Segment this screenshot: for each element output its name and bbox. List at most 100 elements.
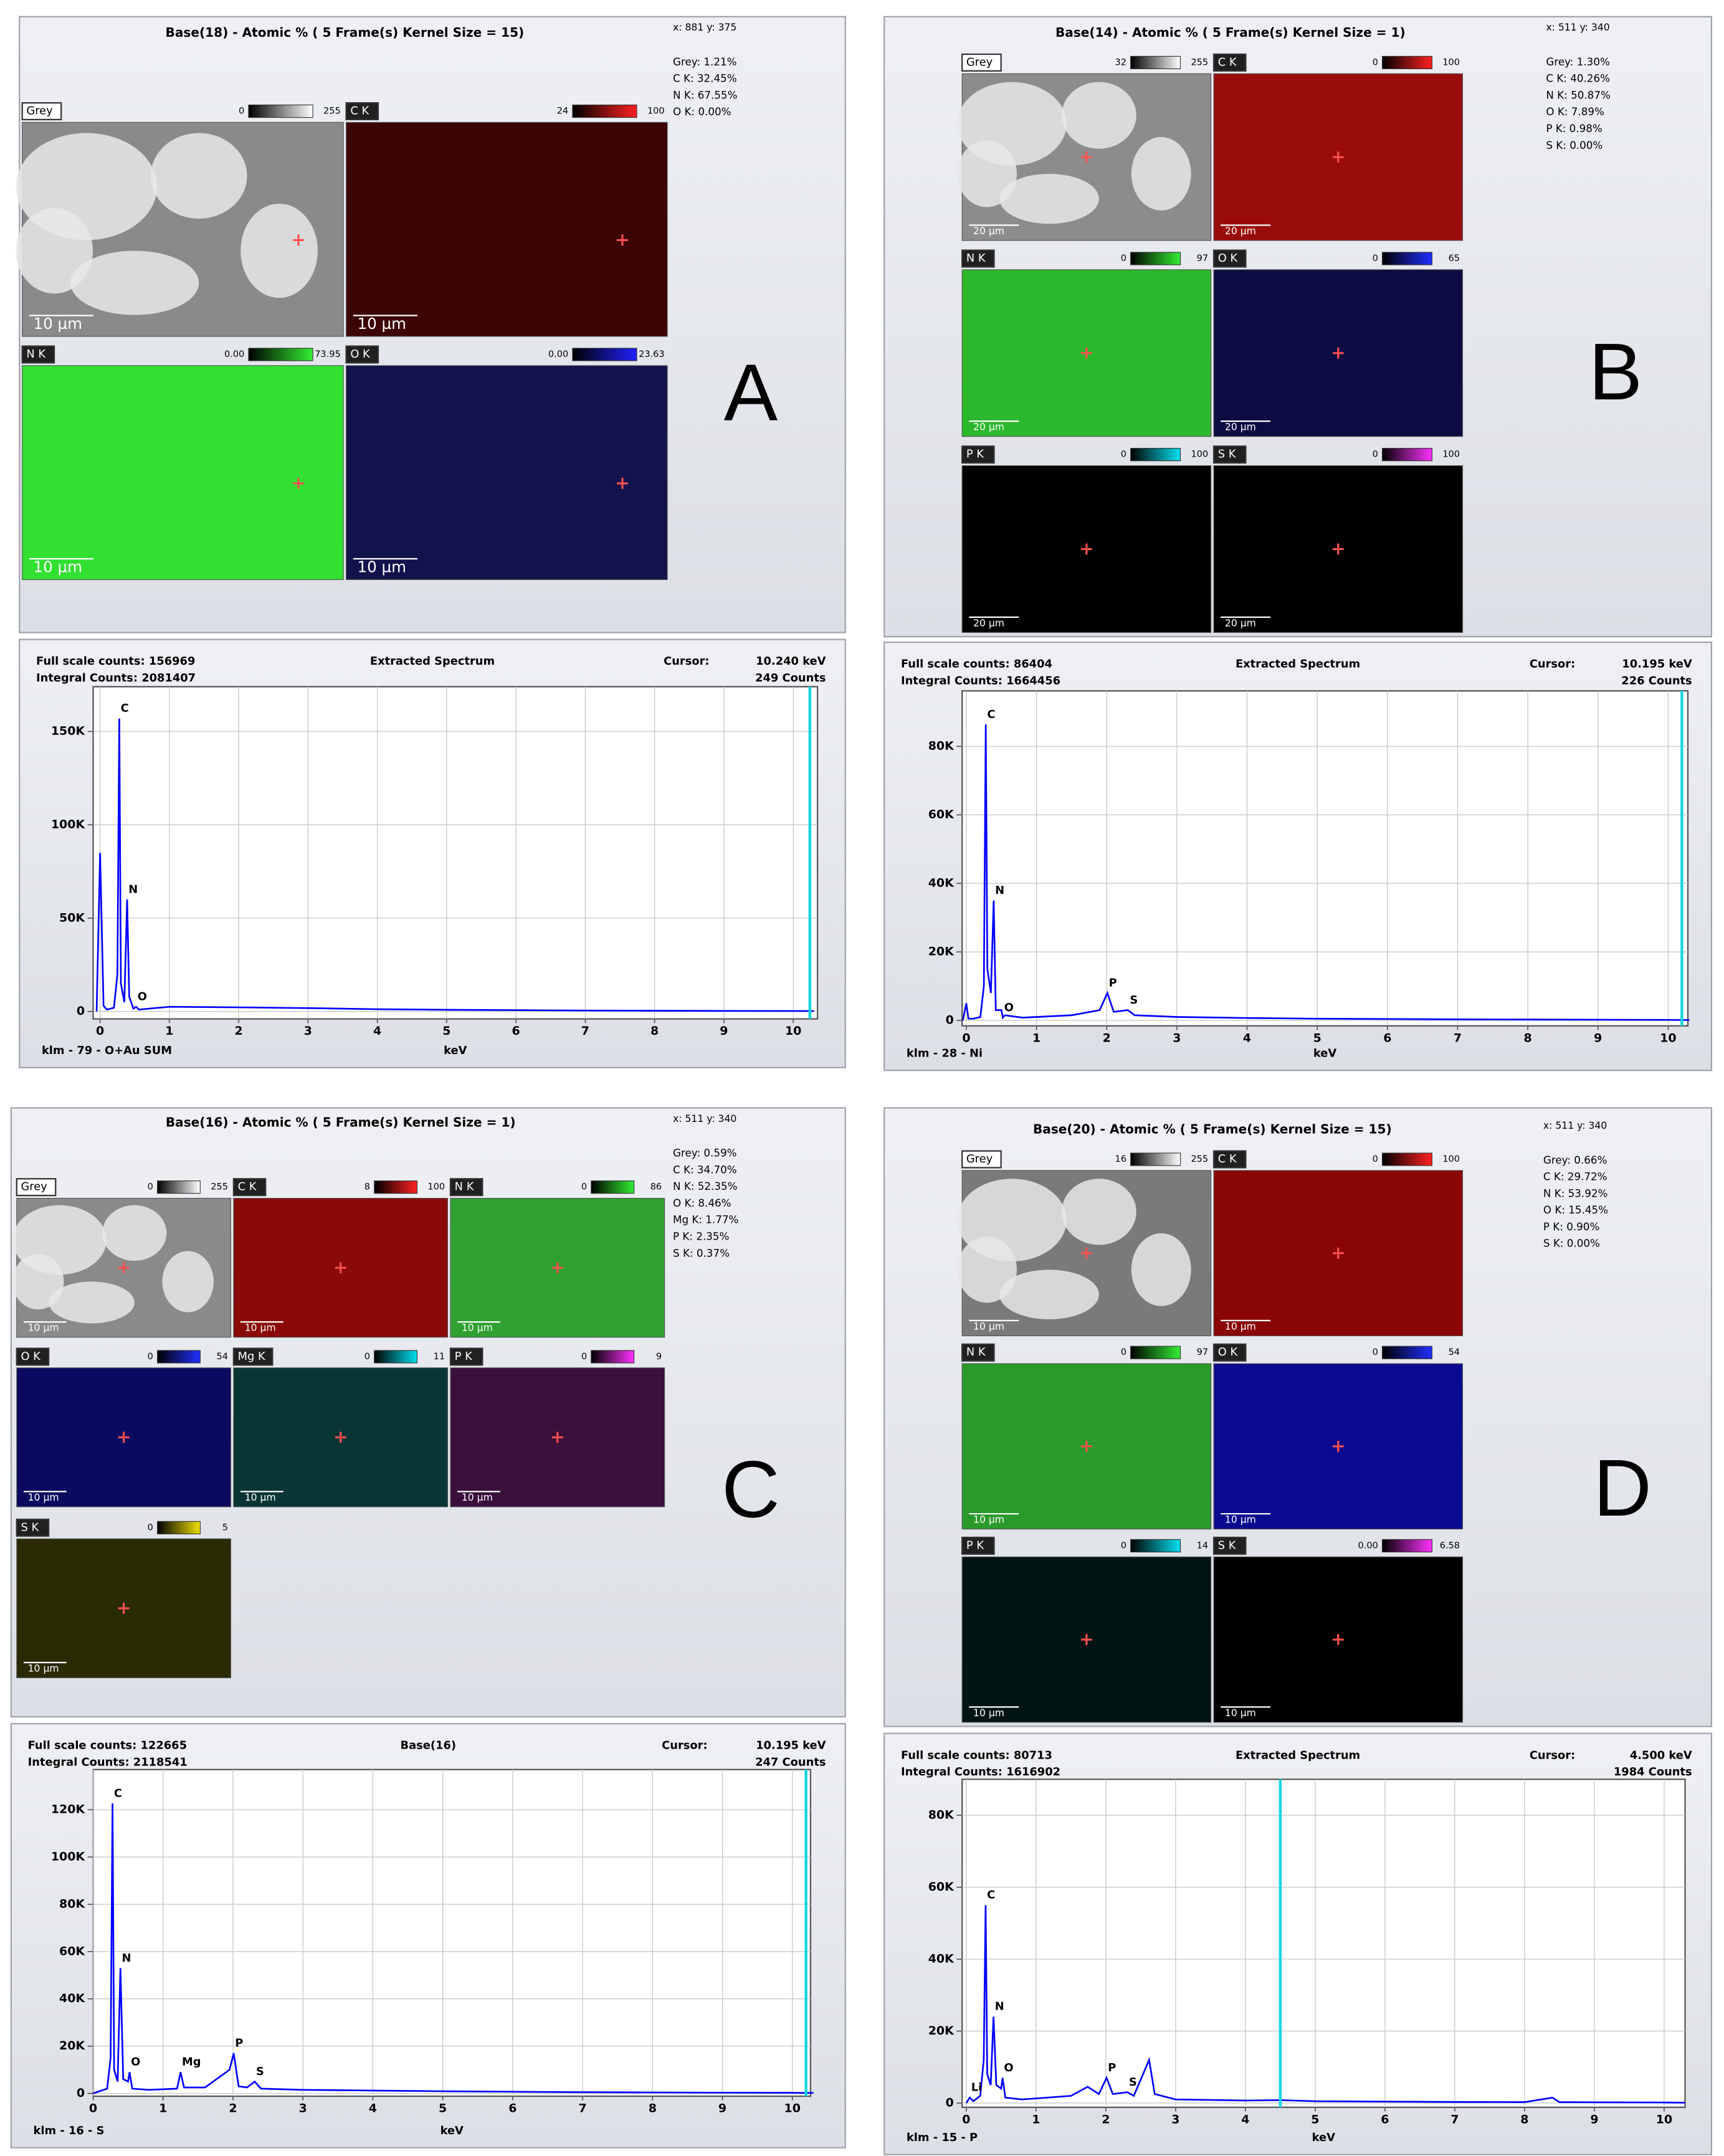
- color-bar: [572, 348, 637, 361]
- map-image: [22, 365, 344, 581]
- scale-label: 10 µm: [28, 1492, 59, 1503]
- x-tick-label: 5: [1313, 1031, 1322, 1045]
- tile-label-box: [449, 1178, 483, 1197]
- scale-label: 10 µm: [357, 558, 406, 576]
- map-title: Base(20) - Atomic % ( 5 Frame(s) Kernel …: [1033, 1122, 1392, 1137]
- bar-min: 0: [581, 1352, 587, 1362]
- x-tick-label: 7: [1450, 2112, 1459, 2126]
- peak-label: N: [128, 883, 138, 896]
- stat-line: Grey: 1.30%: [1546, 55, 1609, 68]
- color-bar: [591, 1180, 635, 1194]
- peak-label: Li: [971, 2081, 983, 2094]
- grain: [957, 140, 1017, 207]
- map-image: [1213, 1556, 1464, 1723]
- bar-max: 100: [427, 1182, 445, 1192]
- scale-label: 10 µm: [357, 315, 406, 333]
- tile-label-box: [232, 1347, 274, 1366]
- spectrum-title: Base(16): [401, 1739, 457, 1752]
- tile-label: C K: [350, 105, 369, 118]
- stat-line: S K: 0.37%: [673, 1247, 730, 1259]
- spectrum-source: klm - 16 - S: [34, 2124, 105, 2137]
- x-tick-label: 8: [650, 1024, 659, 1038]
- stat-line: N K: 52.35%: [673, 1180, 737, 1192]
- color-bar: [1130, 252, 1181, 265]
- x-tick-label: 5: [439, 2102, 447, 2116]
- cursor-label: Cursor:: [1530, 658, 1575, 671]
- tile-label: S K: [21, 1521, 39, 1534]
- x-tick-label: 6: [1383, 1031, 1391, 1045]
- scale-label: 10 µm: [973, 1514, 1004, 1526]
- panel-letter: C: [722, 1445, 779, 1534]
- stat-line: P K: 0.98%: [1546, 122, 1602, 135]
- x-tick-label: 1: [165, 1024, 173, 1038]
- stat-line: C K: 34.70%: [673, 1163, 737, 1175]
- cursor-position: x: 511 y: 340: [1546, 22, 1609, 33]
- tile-label: N K: [455, 1180, 475, 1194]
- spectrum-line: [961, 724, 1690, 1021]
- color-bar: [1130, 448, 1181, 462]
- peak-label: O: [1004, 1001, 1014, 1014]
- grain: [49, 1281, 135, 1324]
- bar-max: 5: [222, 1522, 228, 1532]
- bar-min: 0: [581, 1182, 587, 1192]
- x-axis-label: keV: [1313, 1047, 1336, 1060]
- panel-letter: A: [724, 348, 778, 438]
- tile-label-box: [232, 1178, 267, 1197]
- x-tick-label: 9: [1590, 2112, 1598, 2126]
- stat-line: S K: 0.00%: [1543, 1237, 1600, 1250]
- grain: [1131, 137, 1191, 211]
- x-tick-label: 8: [1520, 2112, 1528, 2126]
- map-title: Base(18) - Atomic % ( 5 Frame(s) Kernel …: [166, 25, 525, 40]
- peak-label: C: [121, 702, 129, 715]
- spectrum-title: Extracted Spectrum: [1236, 658, 1360, 671]
- scale-label: 20 µm: [1225, 226, 1256, 237]
- scale-label: 10 µm: [1225, 1514, 1256, 1526]
- bar-max: 255: [1191, 57, 1208, 67]
- x-tick-label: 6: [1381, 2112, 1389, 2126]
- tile-label-box: [1212, 1150, 1247, 1169]
- tile-label: Grey: [26, 105, 53, 118]
- bar-min: 0.00: [1358, 1541, 1378, 1551]
- spectrum-line: [965, 1905, 1685, 2104]
- stat-line: Mg K: 1.77%: [673, 1213, 738, 1226]
- tile-label: O K: [1218, 1346, 1239, 1359]
- spectrum-source: klm - 15 - P: [907, 2131, 978, 2144]
- cursor-counts: 226 Counts: [1621, 674, 1692, 687]
- y-tick-label: 80K: [928, 1808, 955, 1822]
- tile-label-box: [449, 1347, 483, 1366]
- stat-line: Grey: 0.59%: [673, 1147, 736, 1159]
- x-tick-label: 3: [304, 1024, 312, 1038]
- scale-label: 10 µm: [28, 1663, 59, 1674]
- x-tick-label: 0: [962, 1031, 970, 1045]
- x-tick-label: 8: [649, 2102, 657, 2116]
- tile-label-box: [21, 345, 55, 364]
- tile-label: N K: [966, 1346, 986, 1359]
- panel-letter: D: [1593, 1443, 1651, 1533]
- x-tick-label: 0: [96, 1024, 104, 1038]
- grain: [162, 1251, 214, 1313]
- color-bar: [157, 1180, 201, 1194]
- tile-label: P K: [966, 1539, 984, 1552]
- scale-label: 10 µm: [28, 1323, 59, 1334]
- x-tick-label: 2: [1103, 1031, 1111, 1045]
- x-tick-label: 10: [784, 2102, 801, 2116]
- y-tick-label: 50K: [59, 911, 85, 924]
- stat-line: S K: 0.00%: [1546, 139, 1603, 151]
- tile-label: O K: [1218, 252, 1239, 265]
- scale-label: 10 µm: [34, 558, 83, 576]
- scale-label: 10 µm: [1225, 1321, 1256, 1332]
- tile-label-box: [961, 445, 995, 464]
- x-tick-label: 10: [1656, 2112, 1672, 2126]
- x-tick-label: 4: [369, 2102, 377, 2116]
- integral: Integral Counts: 1616902: [901, 1765, 1060, 1778]
- x-tick-label: 1: [1032, 1031, 1041, 1045]
- bar-max: 23.63: [639, 349, 665, 359]
- bar-min: 0: [239, 107, 244, 116]
- stat-line: Grey: 0.66%: [1543, 1154, 1607, 1166]
- tile-label: O K: [21, 1350, 41, 1363]
- grain: [241, 203, 318, 298]
- color-bar: [591, 1350, 635, 1364]
- scale-label: 20 µm: [1225, 617, 1256, 629]
- tile-label-box: [345, 102, 379, 121]
